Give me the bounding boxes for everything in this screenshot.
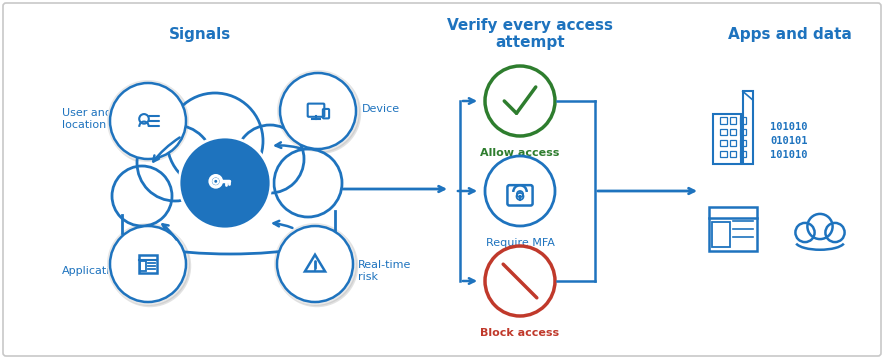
Circle shape xyxy=(485,246,555,316)
Circle shape xyxy=(314,269,316,271)
Circle shape xyxy=(110,83,186,159)
Circle shape xyxy=(110,83,187,160)
FancyBboxPatch shape xyxy=(796,231,844,243)
Text: Allow access: Allow access xyxy=(480,148,560,158)
FancyBboxPatch shape xyxy=(743,92,752,164)
Circle shape xyxy=(277,225,355,304)
Text: Real-time
risk: Real-time risk xyxy=(358,260,411,282)
Circle shape xyxy=(109,225,190,306)
Circle shape xyxy=(110,226,187,303)
Circle shape xyxy=(167,93,263,189)
Circle shape xyxy=(807,214,833,239)
Text: 101010
010101
101010: 101010 010101 101010 xyxy=(770,122,807,160)
Circle shape xyxy=(796,223,814,242)
Circle shape xyxy=(137,125,213,201)
Circle shape xyxy=(107,223,189,305)
Circle shape xyxy=(826,223,844,242)
Text: User and
location: User and location xyxy=(62,108,112,130)
Text: Application: Application xyxy=(62,266,125,276)
Circle shape xyxy=(277,226,353,302)
Circle shape xyxy=(109,225,191,307)
Circle shape xyxy=(280,73,356,149)
Circle shape xyxy=(110,83,188,162)
Circle shape xyxy=(236,125,304,193)
Circle shape xyxy=(278,72,362,154)
Circle shape xyxy=(276,225,357,306)
Text: Apps and data: Apps and data xyxy=(728,27,852,42)
FancyBboxPatch shape xyxy=(3,3,881,356)
Circle shape xyxy=(279,73,357,150)
Circle shape xyxy=(109,82,190,163)
Circle shape xyxy=(107,80,189,162)
Text: Require MFA: Require MFA xyxy=(485,238,554,248)
Circle shape xyxy=(274,223,356,305)
Circle shape xyxy=(110,225,188,304)
Circle shape xyxy=(279,72,360,153)
Text: Verify every access
attempt: Verify every access attempt xyxy=(447,18,613,50)
Circle shape xyxy=(279,73,359,151)
Circle shape xyxy=(213,179,218,184)
Circle shape xyxy=(112,166,172,226)
Text: Block access: Block access xyxy=(480,328,560,338)
Text: Signals: Signals xyxy=(169,27,231,42)
Circle shape xyxy=(277,70,359,152)
Text: Device: Device xyxy=(362,104,400,114)
Circle shape xyxy=(277,226,354,303)
Circle shape xyxy=(179,137,271,229)
Circle shape xyxy=(109,82,191,164)
Circle shape xyxy=(274,149,342,217)
Circle shape xyxy=(485,156,555,226)
Circle shape xyxy=(276,225,358,307)
Circle shape xyxy=(485,66,555,136)
FancyBboxPatch shape xyxy=(122,186,335,233)
Circle shape xyxy=(110,226,186,302)
